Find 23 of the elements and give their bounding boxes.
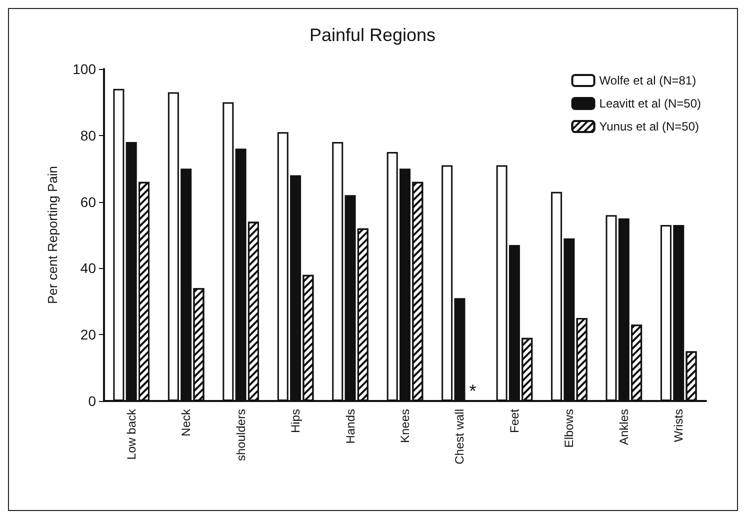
legend-label: Yunus et al (N=50) bbox=[599, 120, 700, 134]
chart-title: Painful Regions bbox=[309, 25, 436, 45]
x-tick-label: shoulders bbox=[234, 409, 248, 462]
x-tick-label: Chest wall bbox=[452, 409, 467, 464]
x-tick-label: Hips bbox=[288, 409, 303, 434]
legend-label: Wolfe et al (N=81) bbox=[599, 74, 696, 88]
y-tick-label: 40 bbox=[80, 260, 96, 276]
x-tick-label: Neck bbox=[179, 408, 194, 436]
y-tick-label: 80 bbox=[80, 127, 96, 144]
annotation: * bbox=[469, 381, 476, 402]
x-tick-label: Hands bbox=[343, 409, 358, 444]
x-tick-label: Ankles bbox=[616, 409, 631, 446]
y-tick-label: 0 bbox=[88, 393, 96, 409]
x-tick-label: Low back bbox=[124, 408, 138, 460]
x-tick-label: Wrists bbox=[672, 409, 686, 442]
x-tick-label: Elbows bbox=[562, 409, 576, 448]
y-tick-label: 100 bbox=[72, 61, 96, 77]
y-tick-label: 20 bbox=[80, 326, 96, 343]
x-tick-label: Feet bbox=[507, 408, 522, 434]
y-axis-title: Per cent Reporting Pain bbox=[45, 166, 60, 304]
legend-label: Leavitt et al (N=50) bbox=[599, 96, 702, 110]
x-tick-label: Knees bbox=[398, 409, 412, 444]
y-tick-label: 60 bbox=[80, 194, 96, 210]
